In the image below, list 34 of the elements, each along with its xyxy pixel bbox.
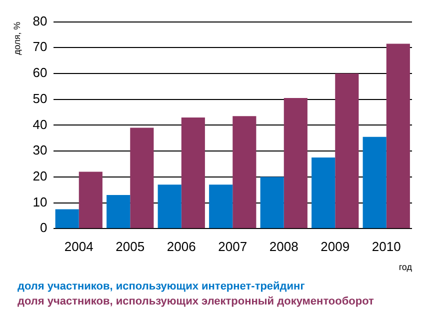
bar: [335, 74, 359, 228]
bar: [55, 209, 79, 228]
x-tick-label: 2008: [269, 238, 298, 254]
bar: [158, 184, 182, 228]
bar: [106, 194, 130, 228]
bar: [312, 158, 336, 228]
y-tick-label: 0: [40, 220, 48, 236]
y-axis-title: доля, %: [12, 22, 22, 55]
x-tick-label: 2006: [166, 238, 196, 254]
x-tick-label: 2005: [116, 238, 145, 254]
y-tick-label: 10: [32, 194, 48, 210]
bar: [386, 44, 410, 228]
bar: [284, 98, 308, 228]
text: доля участников, использующих электронный документооборот: [18, 296, 375, 308]
text: доля участников, использующих интернет-трейдинг: [18, 280, 306, 293]
x-axis-title: год: [398, 262, 413, 272]
x-tick-label: 2010: [372, 238, 401, 254]
y-tick-label: 80: [32, 13, 48, 28]
x-tick-label: 2007: [218, 238, 248, 254]
y-tick-label: 30: [32, 142, 48, 158]
y-tick-label: 50: [32, 90, 48, 106]
y-tick-label: 70: [32, 39, 48, 54]
bar: [209, 184, 233, 228]
bar: [130, 128, 154, 228]
x-tick-label: 2004: [64, 238, 94, 254]
x-tick-label: 2009: [320, 238, 350, 254]
y-tick-label: 40: [32, 116, 48, 132]
bar: [78, 172, 102, 228]
bar: [260, 176, 284, 228]
bar: [232, 116, 256, 228]
bar: [181, 117, 205, 228]
y-tick-label: 60: [32, 65, 48, 80]
y-tick-label: 20: [32, 168, 48, 184]
bar: [362, 136, 386, 228]
